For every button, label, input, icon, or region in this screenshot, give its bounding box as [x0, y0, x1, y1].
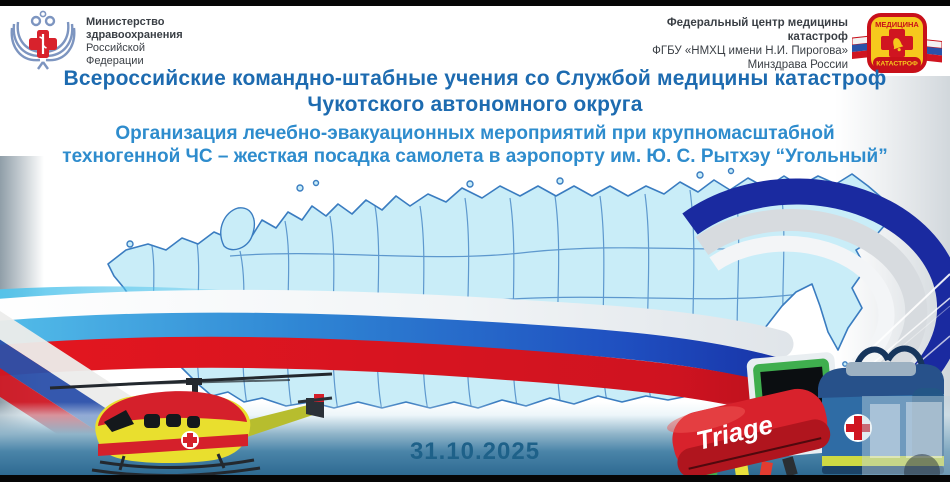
presentation-slide: 31.10.2025	[0, 6, 950, 475]
federal-center-line: Минздрава России	[747, 59, 848, 71]
federal-center-line: катастроф	[787, 31, 848, 43]
logo-word-top: МЕДИЦИНА	[875, 20, 919, 29]
ministry-line: Российской	[86, 42, 145, 54]
ministry-line: здравоохранения	[86, 29, 183, 41]
ministry-block: Министерство здравоохранения Российской …	[10, 8, 183, 70]
federal-center-line: ФГБУ «НМХЦ имени Н.И. Пирогова»	[652, 45, 848, 57]
ministry-line: Федерации	[86, 55, 144, 67]
logo-word-bottom: КАТАСТРОФ	[876, 61, 918, 68]
slide-title: Всероссийские командно-штабные учения со…	[63, 67, 887, 116]
letterbox-bar	[0, 475, 950, 482]
federal-center-line: Федеральный центр медицины	[666, 17, 848, 29]
slide-subtitle: Организация лечебно-эвакуационных меропр…	[62, 123, 888, 167]
slide-date: 31.10.2025	[409, 438, 541, 465]
ministry-line: Министерство	[86, 16, 165, 28]
medical-helicopter-illustration	[49, 372, 333, 475]
ministry-emblem-icon	[10, 10, 76, 70]
video-overlay-ghost	[862, 396, 950, 475]
disaster-medicine-logo-icon: МЕДИЦИНА КАТАСТРОФ	[852, 13, 942, 73]
triage-bag-illustration: Triage	[667, 388, 831, 475]
federal-center-block: Федеральный центр медицины катастроф ФГБ…	[652, 16, 848, 72]
letterbox-bar	[0, 0, 950, 6]
medical-equipment-illustration: Triage	[667, 345, 950, 475]
